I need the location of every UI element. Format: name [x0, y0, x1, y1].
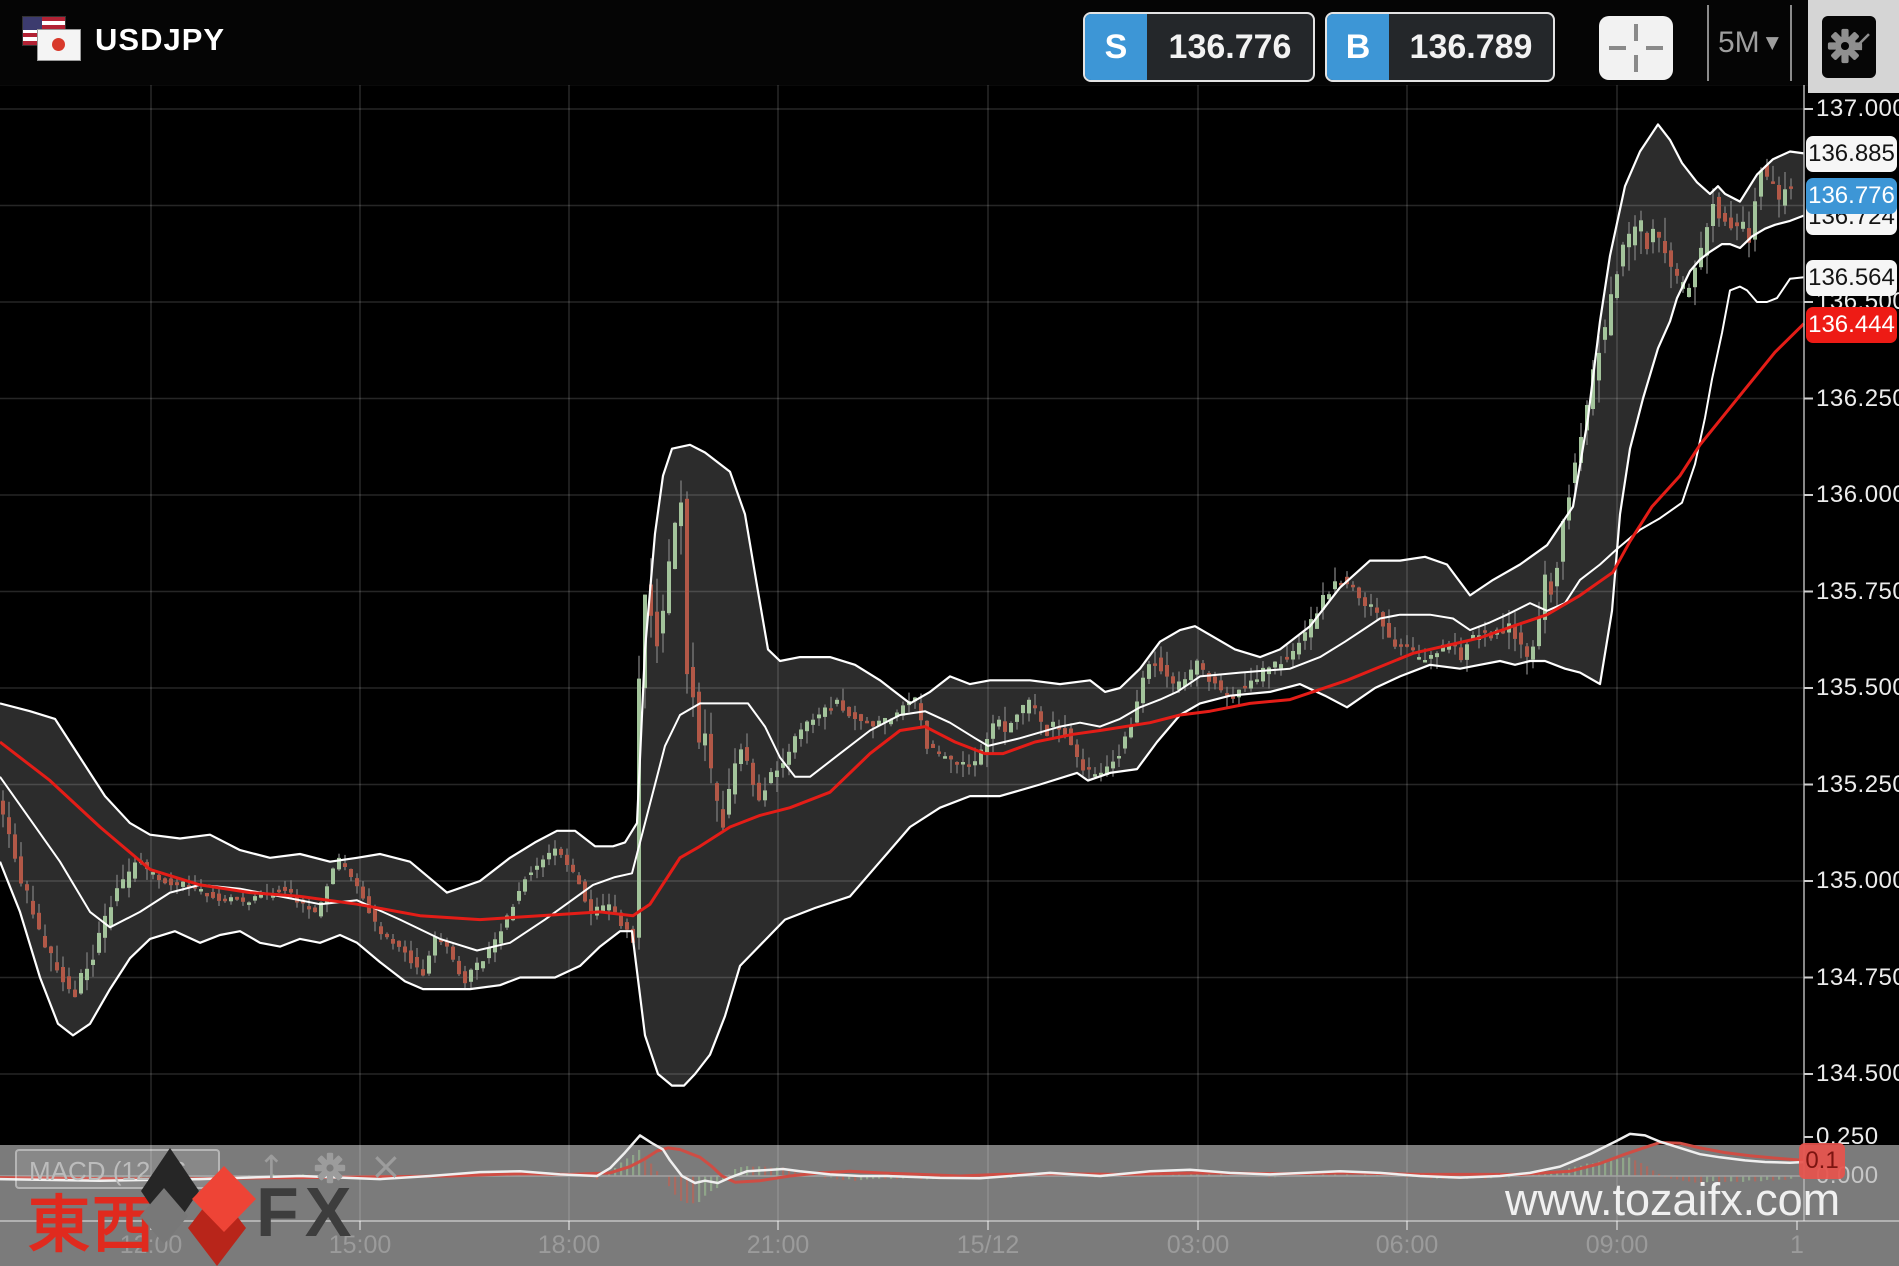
indicator-up-arrow-icon[interactable]: ↑	[258, 1148, 285, 1186]
symbol-title: USDJPY	[95, 22, 226, 57]
sell-button[interactable]: S 136.776	[1083, 12, 1315, 82]
indicator-close-icon[interactable]: ×	[370, 1144, 402, 1188]
buy-price: 136.789	[1409, 27, 1533, 66]
bollinger-upper-line	[0, 123, 1805, 894]
toolbar-separator	[1790, 5, 1792, 81]
settings-panel-bg: ↙	[1822, 16, 1876, 78]
collapse-arrow-icon: ↙	[1848, 24, 1874, 59]
buy-button[interactable]: B 136.789	[1325, 12, 1555, 82]
indicator-gear-icon[interactable]	[314, 1152, 346, 1184]
crosshair-icon	[1609, 46, 1626, 50]
bollinger-lower-line	[0, 214, 1805, 1087]
red-ma-line	[0, 322, 1806, 922]
sell-side-label: S	[1085, 14, 1147, 80]
candlesticks	[1, 165, 1793, 998]
settings-collapse-button[interactable]: ↙	[1808, 0, 1899, 93]
macd-main-line	[0, 1132, 1805, 1185]
macd-pane-bg	[0, 1145, 1899, 1266]
sell-price: 136.776	[1168, 27, 1292, 66]
bollinger-middle-line	[0, 276, 1805, 952]
buy-side-label: B	[1327, 14, 1389, 80]
macd-signal-line	[0, 1141, 1805, 1184]
toolbar-separator	[1707, 5, 1709, 81]
timeframe-value: 5M	[1718, 26, 1760, 59]
top-bar: USDJPY S 136.776 B 136.789 5M ▼	[0, 0, 1899, 93]
macd-indicator-label: MACD (12,26	[15, 1149, 220, 1189]
japan-flag-icon	[37, 29, 81, 61]
chevron-down-icon: ▼	[1765, 33, 1779, 53]
crosshair-button[interactable]	[1599, 16, 1673, 80]
bollinger-band-fill	[0, 124, 1804, 1086]
gear-icon	[1827, 28, 1863, 64]
timeframe-selector[interactable]: 5M ▼	[1718, 26, 1779, 60]
